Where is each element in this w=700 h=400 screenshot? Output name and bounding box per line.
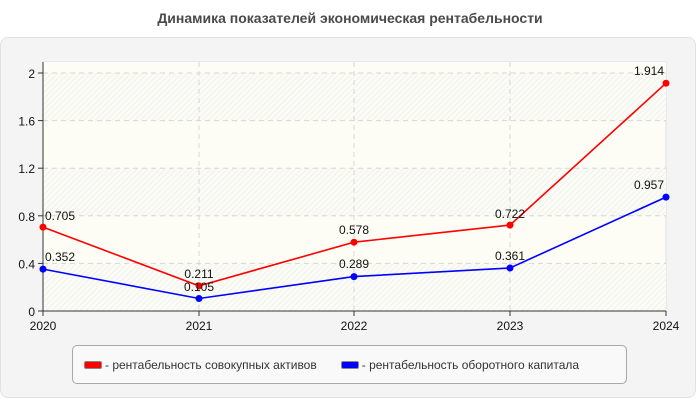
data-label: 0.289 (339, 257, 369, 271)
data-label: 0.722 (495, 207, 525, 221)
x-tick-label: 2024 (653, 319, 680, 333)
x-tick-label: 2020 (30, 319, 57, 333)
y-tick-label: 2 (28, 67, 35, 81)
y-axis-labels: 2 1.6 1.2 0.8 0.4 0 (18, 67, 35, 319)
data-point[interactable] (506, 264, 514, 272)
data-point[interactable] (350, 273, 358, 281)
data-label: 0.352 (45, 250, 75, 264)
x-axis-labels: 2020 2021 2022 2023 2024 (30, 319, 680, 333)
y-tick-label: 0 (28, 305, 35, 319)
data-point[interactable] (506, 221, 514, 229)
legend-item-total-assets[interactable]: - рентабельность совокупных активов (84, 358, 317, 372)
data-labels-working-capital: 0.352 0.105 0.289 0.361 0.957 (45, 178, 664, 294)
y-tick-label: 1.2 (18, 162, 35, 176)
data-point[interactable] (662, 193, 670, 201)
chart-title: Динамика показателей экономическая рента… (157, 10, 543, 26)
series-working-capital (39, 193, 670, 302)
x-tick-label: 2023 (497, 319, 524, 333)
data-point[interactable] (39, 265, 47, 273)
data-point[interactable] (39, 223, 47, 231)
data-point[interactable] (195, 282, 203, 290)
data-point[interactable] (195, 295, 203, 302)
data-label: 1.914 (634, 64, 664, 78)
data-label: 0.957 (634, 178, 664, 192)
data-label: 0.211 (184, 267, 213, 281)
y-tick-label: 0.8 (18, 210, 35, 224)
x-tick-label: 2021 (186, 319, 213, 333)
data-labels-total-assets: 0.705 0.211 0.578 0.722 1.914 (45, 64, 664, 281)
legend-label: - рентабельность оборотного капитала (361, 357, 580, 372)
series-total-assets (39, 79, 670, 290)
data-label: 0.105 (184, 280, 214, 294)
legend-label: - рентабельность совокупных активов (105, 357, 317, 372)
x-tick-label: 2022 (341, 319, 368, 333)
data-label: 0.578 (339, 223, 369, 237)
chart-legend: - рентабельность совокупных активов - ре… (72, 345, 627, 384)
data-label: 0.705 (45, 209, 75, 223)
y-tick-label: 1.6 (18, 115, 35, 129)
red-swatch-icon (84, 360, 102, 369)
blue-swatch-icon (340, 360, 359, 369)
data-point[interactable] (350, 238, 358, 246)
data-point[interactable] (662, 79, 670, 87)
data-label: 0.361 (495, 249, 525, 263)
y-tick-label: 0.4 (18, 257, 35, 271)
legend-item-working-capital[interactable]: - рентабельность оборотного капитала (340, 357, 580, 372)
